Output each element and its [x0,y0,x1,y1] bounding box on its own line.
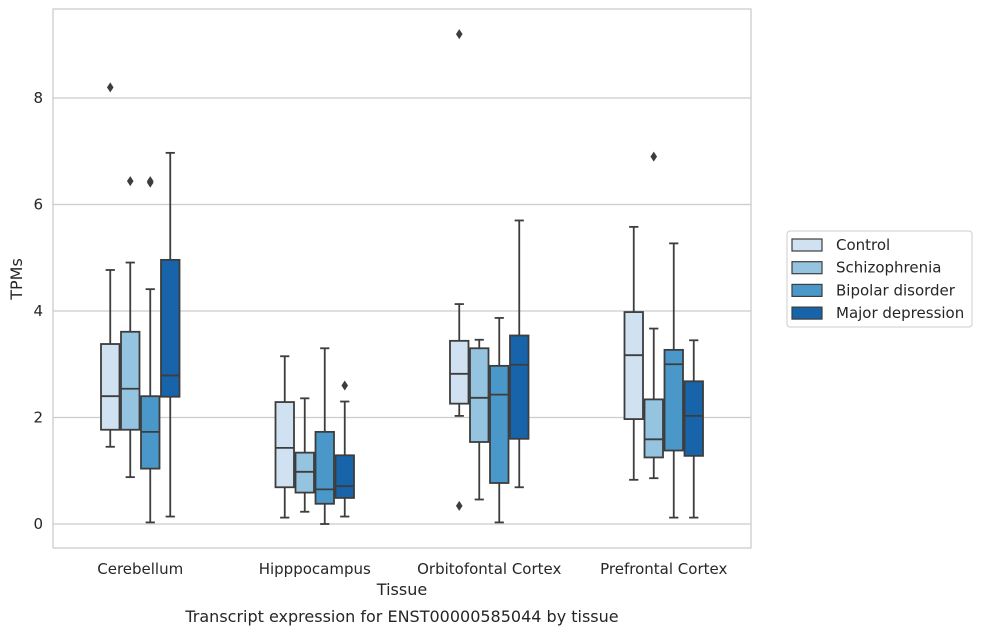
iqr-box [663,348,684,452]
box-bipolar-disorder [663,242,684,519]
outlier-point [650,151,658,162]
legend-label: Bipolar disorder [836,281,956,299]
box-bipolar-disorder [314,347,335,525]
iqr-box [314,430,335,505]
x-tick-label: Cerebellum [97,560,183,578]
box-schizophrenia [469,338,490,501]
legend-frame [786,230,973,328]
iqr-box [683,380,704,457]
legend-swatch [791,238,823,252]
y-tick-label: 8 [33,89,43,107]
legend-swatch [791,283,823,297]
y-tick-label: 0 [33,515,43,533]
box-major-depression [509,219,530,489]
x-tick-label: Hipppocampus [259,560,371,578]
y-tick-label: 4 [33,302,43,320]
y-axis-label: TPMs [7,258,26,301]
y-tick-label: 6 [33,196,43,214]
legend-label: Major depression [836,304,964,322]
legend-label: Control [836,236,890,254]
iqr-box [469,347,490,443]
x-axis-label: Tissue [376,580,427,599]
y-tick-label: 2 [33,409,43,427]
iqr-box [449,339,470,405]
box-control [100,82,121,448]
x-tick-label: Prefrontal Cortex [600,560,727,578]
x-tick-label: Orbitofontal Cortex [417,560,561,578]
iqr-box [120,330,141,431]
box-layer [100,29,704,525]
legend-swatch [791,306,823,320]
iqr-box [509,334,530,440]
outlier-point [455,29,463,40]
box-bipolar-disorder [140,176,161,524]
box-control [274,355,295,519]
box-schizophrenia [294,397,315,513]
iqr-box [623,311,644,420]
iqr-box [334,454,355,499]
box-major-depression [334,380,355,518]
box-bipolar-disorder [489,317,510,524]
outlier-point [106,82,114,93]
iqr-box [160,258,181,398]
chart-caption: Transcript expression for ENST0000058504… [184,607,618,626]
box-major-depression [683,339,704,519]
outlier-point [126,176,134,187]
x-tick-labels: Cerebellum Hipppocampus Orbitofontal Corte… [97,560,727,578]
legend-items: Control Schizophrenia Bipolar disorder Majo… [791,236,964,322]
outlier-point [341,380,349,391]
iqr-box [100,343,121,431]
iqr-box [274,401,295,489]
legend: Control Schizophrenia Bipolar disorder Majo… [786,230,973,328]
legend-swatch [791,261,823,275]
outlier-point [455,500,463,511]
box-control [623,225,644,481]
y-tick-labels: 0 2 4 6 8 [33,89,43,533]
plot-area-frame [52,8,752,549]
box-schizophrenia [643,151,664,480]
box-major-depression [160,151,181,518]
iqr-box [643,398,664,459]
outlier-point [146,176,154,187]
box-control [449,29,470,511]
iqr-box [489,364,510,484]
box-schizophrenia [120,176,141,479]
legend-label: Schizophrenia [836,259,941,277]
